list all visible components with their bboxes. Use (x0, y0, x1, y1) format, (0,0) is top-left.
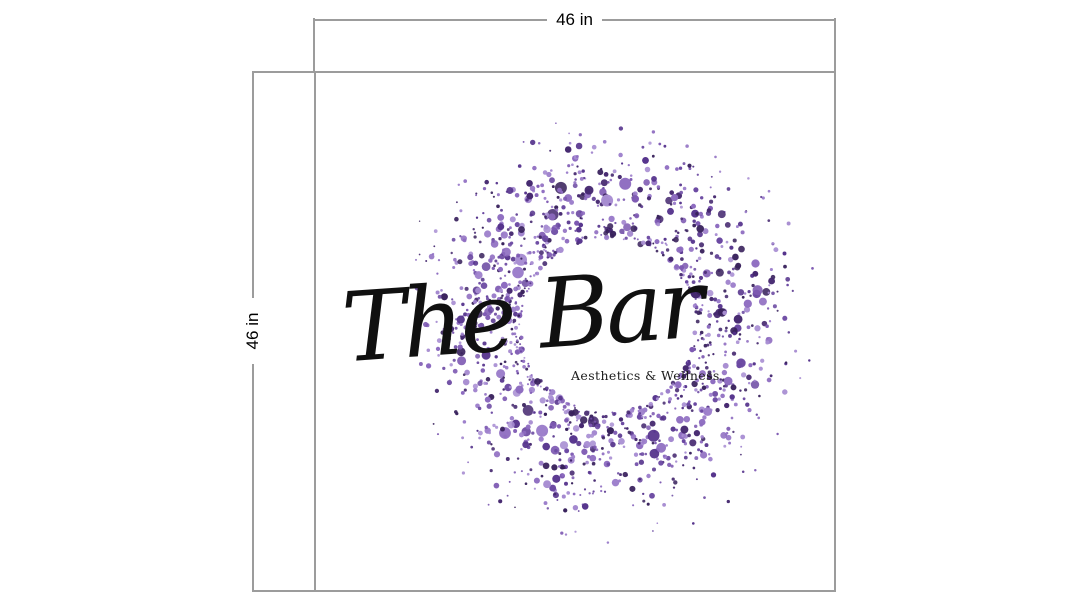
dimension-extension-tick-left-bottom (252, 590, 316, 592)
artboard: The Bar Aesthetics & Wellness (314, 71, 836, 592)
dimension-extension-tick-top-left (313, 18, 315, 73)
dimension-extension-tick-top-right (834, 18, 836, 73)
width-dimension: 46 in (313, 9, 836, 30)
width-dimension-label: 46 in (556, 10, 593, 29)
logo-tagline: Aesthetics & Wellness (571, 368, 720, 383)
dimension-extension-tick-left-top (252, 71, 316, 73)
dimension-line-right-segment (601, 18, 836, 21)
height-dimension-label: 46 in (242, 298, 264, 364)
dimension-line-left-segment (313, 18, 548, 21)
dot-circle-graphic (414, 122, 814, 544)
